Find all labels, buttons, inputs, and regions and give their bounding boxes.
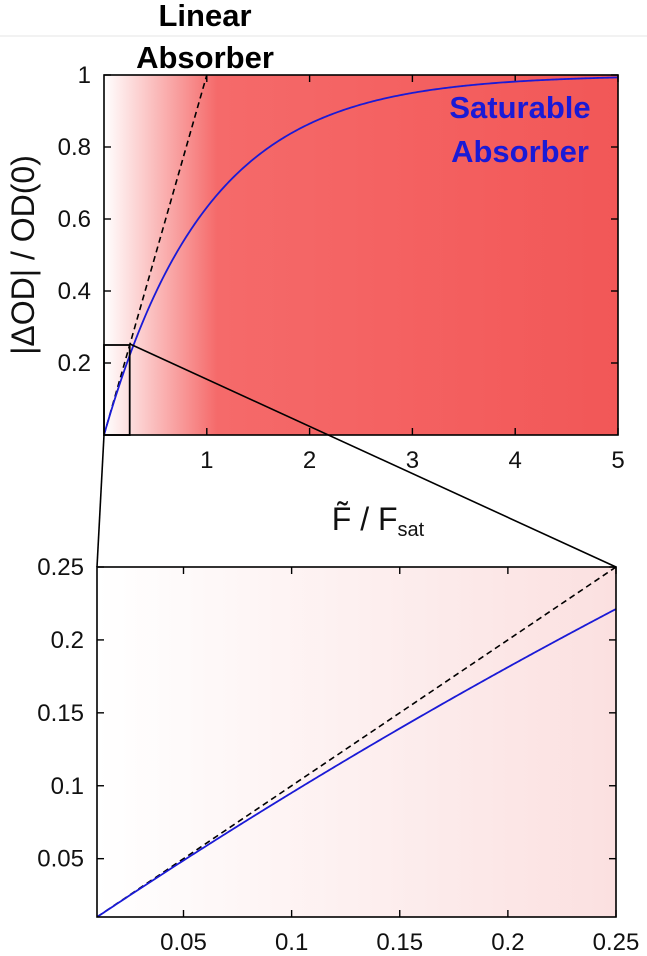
- zoom-y-tick-label: 0.05: [37, 846, 84, 873]
- zoom-y-tick-label: 0.2: [51, 627, 84, 654]
- main-x-tick-label: 3: [406, 447, 419, 474]
- main-y-tick-label: 0.2: [58, 350, 91, 377]
- zoom-saturable-absorber-curve: [97, 608, 616, 917]
- zoom-plot: 0.05 0.1 0.15 0.2 0.25 0.05 0.1 0.15 0.2 0.25: [37, 554, 639, 956]
- main-plot-background: [104, 75, 618, 435]
- zoom-x-ticks: 0.05 0.1 0.15 0.2 0.25: [160, 567, 639, 956]
- zoom-y-tick-label: 0.1: [51, 773, 84, 800]
- main-y-ticks: 0.2 0.4 0.6 0.8 1: [58, 62, 618, 377]
- main-y-tick-label: 1: [78, 62, 91, 89]
- main-y-tick-label: 0.6: [58, 206, 91, 233]
- saturable-absorber-label-line1: Saturable: [449, 90, 590, 125]
- zoom-x-tick-label: 0.25: [593, 929, 640, 956]
- zoom-x-tick-label: 0.2: [491, 929, 524, 956]
- main-y-axis-label: |ΔOD| / OD(0): [5, 155, 41, 355]
- zoom-y-tick-label: 0.15: [37, 700, 84, 727]
- main-x-tick-label: 1: [200, 447, 213, 474]
- zoom-y-tick-label: 0.25: [37, 554, 84, 581]
- main-x-tick-label: 4: [509, 447, 522, 474]
- saturable-absorber-label-line2: Absorber: [451, 134, 589, 169]
- linear-absorber-label-line1: Linear: [158, 0, 251, 33]
- zoom-plot-frame: [96, 566, 617, 918]
- main-y-tick-label: 0.8: [58, 134, 91, 161]
- linear-absorber-line: [104, 75, 208, 435]
- zoom-x-tick-label: 0.05: [160, 929, 207, 956]
- zoom-connector-left: [96, 434, 105, 568]
- main-plot-frame: [103, 74, 619, 436]
- main-plot: 1 2 3 4 5 0.2 0.4 0.6 0.8 1 Linear Absorber Satu…: [5, 0, 625, 541]
- x-axis-label-subscript: sat: [398, 519, 425, 541]
- x-axis-label-main: F̃ / F: [332, 501, 398, 537]
- main-y-tick-label: 0.4: [58, 278, 91, 305]
- main-x-axis-label: F̃ / Fsat: [332, 501, 425, 541]
- zoom-connector-right: [129, 343, 617, 568]
- main-x-tick-label: 5: [611, 447, 624, 474]
- zoom-x-tick-label: 0.1: [275, 929, 308, 956]
- zoom-x-tick-label: 0.15: [376, 929, 423, 956]
- main-x-tick-label: 2: [303, 447, 316, 474]
- linear-absorber-label-line2: Absorber: [136, 40, 274, 75]
- zoom-y-ticks: 0.05 0.1 0.15 0.2 0.25: [37, 554, 616, 873]
- saturable-absorber-curve: [104, 76, 618, 435]
